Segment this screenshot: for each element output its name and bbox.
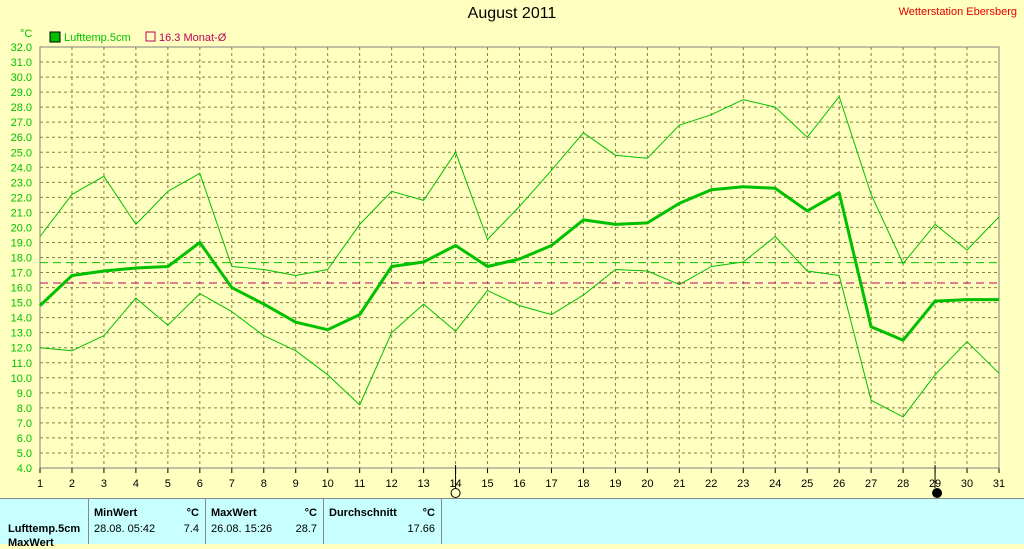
min-value: 7.4: [183, 523, 199, 535]
legend-swatch-avg: [145, 31, 156, 42]
min-unit: °C: [186, 507, 199, 519]
x-tick-label: 1: [37, 478, 43, 490]
max-datetime: 26.08. 15:26: [211, 523, 273, 535]
y-tick-label: 5.0: [17, 448, 32, 460]
y-tick-label: 17.0: [11, 268, 32, 280]
y-tick-label: 23.0: [11, 177, 32, 189]
y-tick-label: 16.0: [11, 283, 32, 295]
x-tick-label: 15: [481, 478, 493, 490]
x-tick-label: 12: [386, 478, 398, 490]
stats-min-cell: MinWert °C 28.08. 05:42 7.4: [89, 499, 206, 544]
legend-swatch-series: [49, 31, 61, 43]
x-tick-label: 23: [737, 478, 749, 490]
y-tick-label: 4.0: [17, 463, 32, 475]
y-tick-label: 30.0: [11, 72, 32, 84]
y-tick-label: 19.0: [11, 237, 32, 249]
y-tick-label: 20.0: [11, 222, 32, 234]
avg-value: 17.66: [407, 523, 435, 535]
y-tick-label: 10.0: [11, 373, 32, 385]
y-tick-label: 29.0: [11, 87, 32, 99]
chart-title: August 2011: [467, 5, 557, 22]
series-line-mean: [38, 185, 999, 342]
x-tick-label: 2: [69, 478, 75, 490]
min-datetime: 28.08. 05:42: [94, 523, 156, 535]
max-value: 28.7: [295, 523, 317, 535]
y-tick-label: 32.0: [11, 42, 32, 54]
y-tick-label: 12.0: [11, 343, 32, 355]
y-tick-label: 8.0: [17, 403, 32, 415]
stats-row2-label: MaxWert: [8, 537, 54, 549]
full-moon-icon: [450, 488, 461, 498]
y-tick-label: 27.0: [11, 117, 32, 129]
x-tick-label: 20: [641, 478, 653, 490]
stats-max-cell: MaxWert °C 26.08. 15:26 28.7: [206, 499, 324, 544]
y-tick-label: 22.0: [11, 192, 32, 204]
stats-panel: Lufttemp.5cm MaxWert MinWert °C 28.08. 0…: [0, 498, 1024, 549]
y-tick-label: 11.0: [11, 358, 32, 370]
y-tick-label: 15.0: [11, 298, 32, 310]
y-tick-label: 18.0: [11, 253, 32, 265]
x-tick-label: 5: [165, 478, 171, 490]
y-tick-label: 26.0: [11, 132, 32, 144]
y-tick-label: 21.0: [11, 207, 32, 219]
x-tick-label: 11: [354, 478, 365, 490]
y-tick-label: 24.0: [11, 162, 32, 174]
stats-label-cell: Lufttemp.5cm MaxWert: [0, 499, 89, 549]
x-tick-label: 30: [961, 478, 973, 490]
x-tick-label: 8: [261, 478, 267, 490]
x-tick-label: 26: [833, 478, 845, 490]
stats-row-label: Lufttemp.5cm: [8, 523, 81, 535]
max-unit: °C: [304, 507, 317, 519]
x-tick-label: 17: [545, 478, 557, 490]
series-line-min: [39, 236, 1000, 418]
y-tick-label: 25.0: [11, 147, 32, 159]
x-tick-label: 27: [865, 478, 877, 490]
x-tick-label: 18: [577, 478, 589, 490]
x-tick-label: 6: [197, 478, 203, 490]
y-tick-label: 6.0: [17, 433, 32, 445]
new-moon-icon: [932, 488, 943, 498]
series-line-max: [39, 96, 1000, 276]
avg-unit: °C: [422, 507, 435, 519]
x-tick-label: 21: [673, 478, 685, 490]
x-tick-label: 7: [229, 478, 235, 490]
y-tick-label: 9.0: [17, 388, 32, 400]
x-tick-label: 16: [513, 478, 525, 490]
plot-frame: [39, 46, 1000, 469]
max-header: MaxWert: [211, 507, 257, 519]
min-header: MinWert: [94, 507, 138, 519]
x-tick-label: 28: [897, 478, 909, 490]
y-tick-label: 7.0: [17, 418, 32, 430]
y-axis-unit: °C: [20, 28, 32, 40]
x-tick-label: 19: [609, 478, 621, 490]
station-name: Wetterstation Ebersberg: [898, 6, 1017, 18]
x-tick-label: 9: [293, 478, 299, 490]
y-tick-label: 14.0: [11, 313, 32, 325]
x-tick-label: 13: [417, 478, 429, 490]
x-tick-label: 4: [133, 478, 139, 490]
x-tick-label: 31: [993, 478, 1005, 490]
x-tick-label: 10: [322, 478, 334, 490]
legend-label-avg: 16.3 Monat-Ø: [159, 32, 227, 44]
legend-label-series: Lufttemp.5cm: [64, 32, 131, 44]
x-tick-label: 22: [705, 478, 717, 490]
y-tick-label: 28.0: [11, 102, 32, 114]
avg-header: Durchschnitt: [329, 507, 397, 519]
x-tick-label: 24: [769, 478, 781, 490]
y-tick-label: 31.0: [11, 57, 32, 69]
stats-avg-cell: Durchschnitt °C 17.66: [324, 499, 442, 544]
x-tick-label: 3: [101, 478, 107, 490]
y-tick-label: 13.0: [11, 328, 32, 340]
x-tick-label: 25: [801, 478, 813, 490]
